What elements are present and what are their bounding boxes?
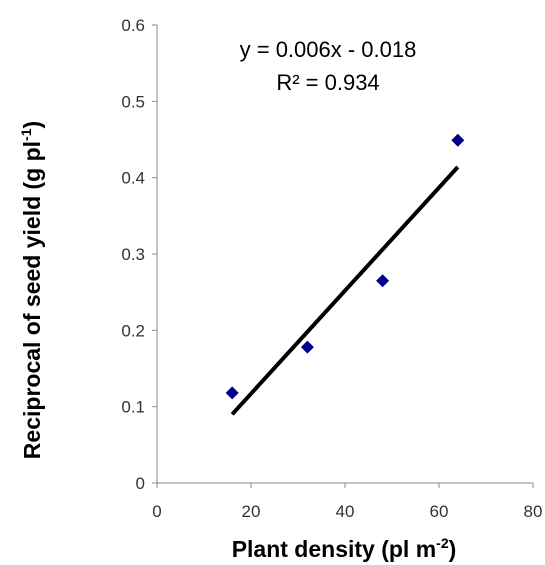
x-axis-title-sup: -2 xyxy=(436,535,449,551)
r-squared-label: R² = 0.934 xyxy=(276,70,379,95)
x-axis-ticks: 0 20 40 60 80 xyxy=(152,483,542,521)
equation-label: y = 0.006x - 0.018 xyxy=(240,37,417,62)
data-point xyxy=(376,274,390,288)
x-axis-title-main: Plant density (pl m xyxy=(232,536,436,562)
x-tick-label: 20 xyxy=(242,502,261,521)
y-tick-label: 0.4 xyxy=(121,169,145,188)
y-axis-title-end: ) xyxy=(19,121,45,129)
y-tick-label: 0.3 xyxy=(121,245,145,264)
y-axis-title-main: Reciprocal of seed yield (g pl xyxy=(19,141,45,459)
y-axis-ticks: 0 0.1 0.2 0.3 0.4 0.5 0.6 xyxy=(121,16,157,493)
x-axis-title-end: ) xyxy=(449,536,457,562)
y-tick-label: 0 xyxy=(136,474,145,493)
trendline xyxy=(230,165,460,416)
y-axis-title: Reciprocal of seed yield (g pl-1) xyxy=(18,121,45,459)
data-points xyxy=(225,133,465,400)
y-tick-label: 0.6 xyxy=(121,16,145,35)
data-point xyxy=(300,340,314,354)
x-tick-label: 60 xyxy=(430,502,449,521)
data-point xyxy=(225,386,239,400)
y-axis-title-sup: -1 xyxy=(18,128,34,141)
data-point xyxy=(451,133,465,147)
x-tick-label: 80 xyxy=(524,502,543,521)
y-tick-label: 0.2 xyxy=(121,321,145,340)
x-tick-label: 0 xyxy=(152,502,161,521)
trendline-group xyxy=(230,165,460,416)
x-axis-title: Plant density (pl m-2) xyxy=(232,535,457,562)
x-tick-label: 40 xyxy=(336,502,355,521)
y-tick-label: 0.5 xyxy=(121,92,145,111)
y-tick-label: 0.1 xyxy=(121,398,145,417)
